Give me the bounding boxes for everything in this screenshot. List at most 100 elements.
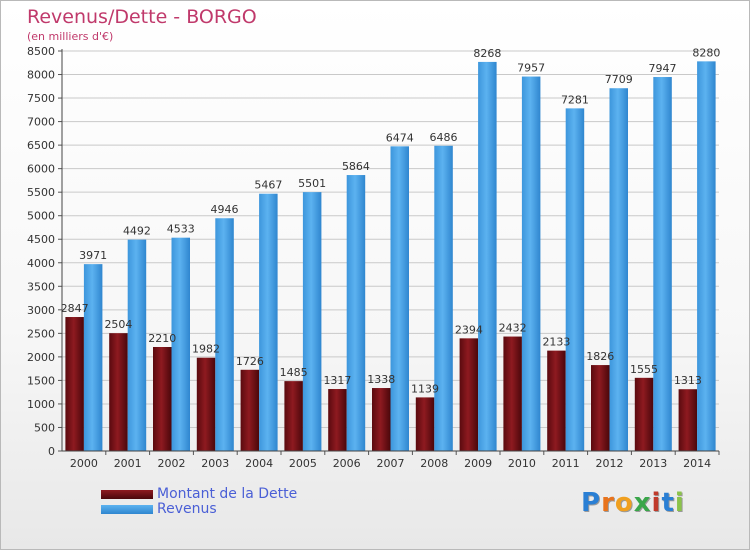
bar-debt — [372, 388, 391, 451]
x-tick-label: 2011 — [552, 457, 580, 470]
bar-revenue — [565, 108, 585, 451]
data-label-revenue: 7947 — [649, 62, 677, 75]
x-tick-label: 2009 — [464, 457, 492, 470]
data-label-revenue: 4946 — [211, 203, 239, 216]
x-tick-label: 2008 — [420, 457, 448, 470]
bar-debt — [153, 347, 172, 451]
bar-debt — [415, 397, 435, 451]
logo-letter: x — [633, 488, 652, 518]
x-tick-label: 2004 — [245, 457, 273, 470]
data-label-debt: 1313 — [674, 374, 702, 387]
x-tick-label: 2000 — [70, 457, 98, 470]
y-tick-label: 2500 — [27, 327, 55, 340]
x-tick-label: 2010 — [508, 457, 536, 470]
data-label-revenue: 8280 — [692, 46, 720, 59]
bar-debt — [328, 389, 347, 451]
x-tick-label: 2012 — [596, 457, 624, 470]
bar-revenue — [259, 193, 278, 451]
data-label-revenue: 5467 — [254, 179, 282, 192]
bar-revenue — [609, 88, 628, 452]
x-tick-label: 2001 — [114, 457, 142, 470]
y-tick-label: 2000 — [27, 351, 55, 364]
bar-revenue — [127, 239, 147, 451]
y-tick-label: 1000 — [27, 398, 55, 411]
data-label-revenue: 4533 — [167, 223, 195, 236]
data-label-revenue: 6474 — [386, 131, 414, 144]
x-tick-label: 2003 — [201, 457, 229, 470]
bar-revenue — [390, 146, 409, 451]
data-label-revenue: 7709 — [605, 73, 633, 86]
data-label-revenue: 5501 — [298, 177, 326, 190]
y-tick-label: 3500 — [27, 280, 55, 293]
x-axis-labels: 2000 2001 2002 2003 2004 2005 2006 2007 2008 2009… — [70, 451, 720, 470]
data-label-debt: 1555 — [630, 363, 658, 376]
data-label-debt: 2210 — [148, 332, 176, 345]
data-label-debt: 1485 — [280, 366, 308, 379]
logo-letter: o — [614, 488, 634, 518]
bar-revenue — [171, 237, 190, 451]
y-tick-label: 7000 — [27, 116, 55, 129]
proxiti-logo: Proxiti — [581, 488, 685, 518]
bar-revenue — [83, 264, 103, 451]
data-label-debt: 2432 — [499, 322, 527, 335]
x-tick-label: 2006 — [333, 457, 361, 470]
bar-revenue — [302, 192, 322, 452]
bar-debt — [109, 333, 128, 451]
y-tick-label: 500 — [34, 421, 55, 434]
data-label-debt: 1317 — [323, 374, 351, 387]
bar-debt — [547, 350, 566, 451]
y-axis-labels: 0 500 1000 1500 2000 2500 3000 3500 4000 4500 5000… — [27, 45, 55, 458]
bar-revenue — [521, 76, 541, 451]
bar-debt — [196, 357, 216, 451]
legend-label-debt: Montant de la Dette — [157, 486, 298, 502]
data-label-revenue: 7281 — [561, 93, 589, 106]
logo-letter: P — [581, 488, 602, 518]
bar-debt — [459, 338, 479, 451]
x-tick-label: 2005 — [289, 457, 317, 470]
data-labels: 2847 3971 2504 4492 2210 4533 1982 4946 1726 5467… — [61, 46, 721, 395]
data-label-debt: 2133 — [542, 336, 570, 349]
axes — [61, 49, 719, 452]
y-tick-label: 5000 — [27, 210, 55, 223]
data-label-debt: 2504 — [104, 318, 132, 331]
data-label-debt: 2394 — [455, 323, 483, 336]
logo-letter: r — [601, 488, 615, 518]
data-label-debt: 1726 — [236, 355, 264, 368]
bar-revenue — [478, 61, 497, 451]
x-tick-label: 2002 — [158, 457, 186, 470]
data-label-revenue: 6486 — [430, 131, 458, 144]
bar-debt — [678, 389, 698, 451]
bar-revenue — [434, 145, 453, 451]
legend-swatch-debt — [101, 490, 153, 499]
y-tick-label: 4500 — [27, 233, 55, 246]
y-tick-label: 8000 — [27, 69, 55, 82]
x-tick-label: 2007 — [377, 457, 405, 470]
chart-title: Revenus/Dette - BORGO — [27, 6, 257, 28]
bar-revenue — [653, 77, 672, 451]
data-label-revenue: 3971 — [79, 249, 107, 262]
bar-debt — [591, 365, 610, 451]
logo-letter: t — [661, 488, 675, 518]
data-label-revenue: 8268 — [473, 47, 501, 60]
bar-debt — [240, 369, 260, 451]
y-tick-label: 4000 — [27, 257, 55, 270]
y-tick-label: 1500 — [27, 374, 55, 387]
bar-debt — [634, 377, 654, 451]
y-tick-label: 0 — [48, 445, 55, 458]
y-tick-label: 8500 — [27, 45, 55, 58]
bar-revenue — [346, 175, 366, 451]
bar-debt — [284, 381, 303, 451]
legend-label-revenue: Revenus — [157, 501, 217, 517]
x-tick-label: 2013 — [639, 457, 667, 470]
data-label-debt: 2847 — [61, 302, 89, 315]
bar-revenue — [215, 218, 234, 451]
y-tick-label: 7500 — [27, 92, 55, 105]
bar-revenue — [697, 61, 716, 452]
data-label-revenue: 4492 — [123, 225, 151, 238]
x-tick-label: 2014 — [683, 457, 711, 470]
legend-swatch-revenue — [101, 505, 153, 514]
bar-debt — [65, 317, 84, 451]
y-tick-label: 3000 — [27, 304, 55, 317]
